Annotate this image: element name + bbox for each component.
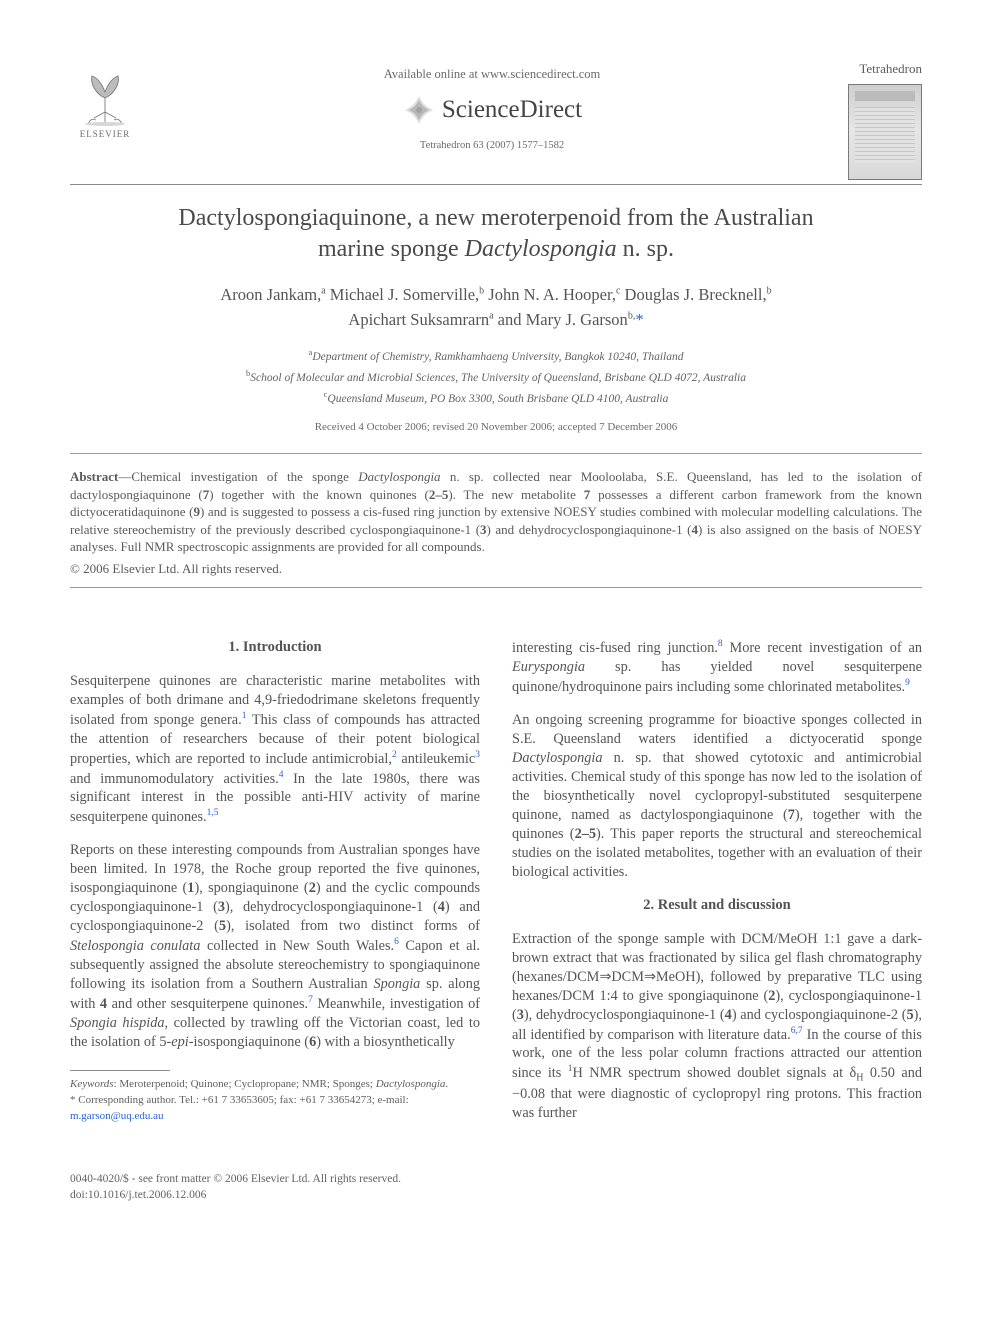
affiliation-b: bSchool of Molecular and Microbial Scien… <box>70 367 922 388</box>
corresponding-text: * Corresponding author. Tel.: +61 7 3365… <box>70 1094 409 1106</box>
journal-cover-block: Tetrahedron <box>844 60 922 180</box>
journal-citation: Tetrahedron 63 (2007) 1577–1582 <box>140 139 844 153</box>
keywords-end: . <box>445 1078 448 1090</box>
intro-p1: Sesquiterpene quinones are characteristi… <box>70 672 480 827</box>
elsevier-tree-icon <box>78 68 132 126</box>
abstract: Abstract—Chemical investigation of the s… <box>70 468 922 556</box>
body-columns: 1. Introduction Sesquiterpene quinones a… <box>70 638 922 1137</box>
elsevier-label: ELSEVIER <box>80 128 131 140</box>
abstract-copyright: © 2006 Elsevier Ltd. All rights reserved… <box>70 560 922 578</box>
page-header: ELSEVIER Available online at www.science… <box>70 60 922 180</box>
footnote-rule <box>70 1070 170 1071</box>
col2-p2: An ongoing screening programme for bioac… <box>512 711 922 882</box>
header-rule <box>70 184 922 185</box>
keywords-label: Keywords <box>70 1078 114 1090</box>
footer-line1: 0040-4020/$ - see front matter © 2006 El… <box>70 1171 922 1187</box>
title-line2-italic: Dactylospongia <box>465 236 617 262</box>
header-center: Available online at www.sciencedirect.co… <box>140 60 844 153</box>
corresponding-email[interactable]: m.garson@uq.edu.au <box>70 1110 164 1122</box>
title-line1: Dactylospongiaquinone, a new meroterpeno… <box>178 205 813 231</box>
page-footer: 0040-4020/$ - see front matter © 2006 El… <box>70 1171 922 1203</box>
pre-abstract-rule <box>70 453 922 454</box>
results-p1: Extraction of the sponge sample with DCM… <box>512 930 922 1124</box>
footnotes: Keywords: Meroterpenoid; Quinone; Cyclop… <box>70 1077 480 1125</box>
keywords-line: Keywords: Meroterpenoid; Quinone; Cyclop… <box>70 1077 480 1093</box>
authors-line: Aroon Jankam,a Michael J. Somerville,b J… <box>70 283 922 333</box>
title-line2-prefix: marine sponge <box>318 236 465 262</box>
column-left: 1. Introduction Sesquiterpene quinones a… <box>70 638 480 1137</box>
column-right: interesting cis-fused ring junction.8 Mo… <box>512 638 922 1137</box>
keywords-italic: Dactylospongia <box>376 1078 446 1090</box>
affiliation-a: aDepartment of Chemistry, Ramkhamhaeng U… <box>70 346 922 367</box>
journal-cover-thumbnail <box>848 84 922 180</box>
title-line2-suffix: n. sp. <box>617 236 674 262</box>
available-online-text: Available online at www.sciencedirect.co… <box>140 66 844 83</box>
journal-name: Tetrahedron <box>844 60 922 78</box>
col2-p1: interesting cis-fused ring junction.8 Mo… <box>512 638 922 697</box>
sciencedirect-logo: ScienceDirect <box>402 93 582 127</box>
results-heading: 2. Result and discussion <box>512 896 922 916</box>
intro-heading: 1. Introduction <box>70 638 480 658</box>
article-title: Dactylospongiaquinone, a new meroterpeno… <box>70 203 922 265</box>
affiliations: aDepartment of Chemistry, Ramkhamhaeng U… <box>70 346 922 408</box>
article-dates: Received 4 October 2006; revised 20 Nove… <box>70 420 922 435</box>
elsevier-logo: ELSEVIER <box>70 60 140 140</box>
keywords-text: : Meroterpenoid; Quinone; Cyclopropane; … <box>114 1078 376 1090</box>
sciencedirect-flare-icon <box>402 93 436 127</box>
intro-p2: Reports on these interesting compounds f… <box>70 841 480 1052</box>
affiliation-c: cQueensland Museum, PO Box 3300, South B… <box>70 388 922 409</box>
sciencedirect-text: ScienceDirect <box>442 93 582 127</box>
footer-line2: doi:10.1016/j.tet.2006.12.006 <box>70 1187 922 1203</box>
corresponding-line: * Corresponding author. Tel.: +61 7 3365… <box>70 1093 480 1125</box>
post-abstract-rule <box>70 587 922 588</box>
